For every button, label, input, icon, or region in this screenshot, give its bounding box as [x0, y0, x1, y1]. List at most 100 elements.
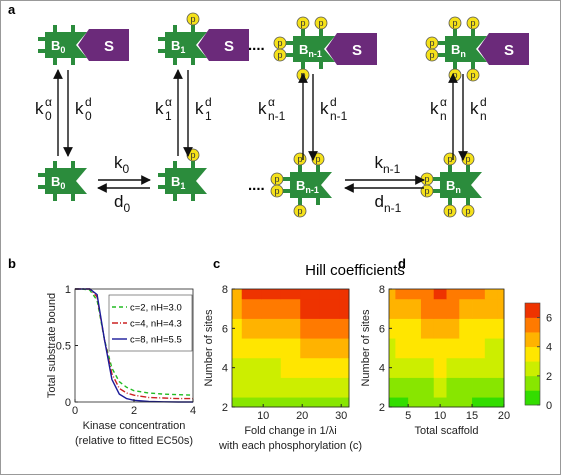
heat-cell: [339, 357, 350, 378]
kinase-block: [290, 172, 332, 198]
block-label: B0: [51, 38, 65, 55]
heat-cell: [446, 338, 460, 359]
substrate: [478, 33, 529, 65]
rate-base: k: [430, 99, 439, 118]
rate-base: k: [375, 153, 384, 172]
heat-cell: [261, 357, 282, 378]
substrate: [78, 29, 129, 61]
rate-base: k: [114, 153, 123, 172]
rate-sup: d: [85, 95, 92, 109]
block-base: B: [171, 174, 180, 189]
phosphate: [273, 48, 287, 62]
phosphate-label: p: [424, 174, 429, 184]
y-axis-label: Total substrate bound: [46, 293, 58, 398]
colorbar-tick-label: 6: [546, 313, 552, 325]
heat-cell: [497, 298, 505, 319]
heat-cell: [497, 338, 505, 359]
phosphate-label: p: [277, 50, 282, 60]
block-label: B1: [171, 174, 185, 191]
block-label: Bn-1: [296, 178, 319, 195]
y-tick-label: 2: [379, 402, 385, 414]
colorbar-tick-label: 4: [546, 342, 552, 354]
rate-base: k: [195, 99, 204, 118]
heat-cell: [280, 357, 301, 378]
heat-cell: [339, 377, 350, 398]
rate-label: k d n-1: [320, 95, 348, 123]
series-line: [75, 288, 194, 396]
phosphate-label: p: [447, 206, 452, 216]
block-base: B: [299, 42, 308, 57]
heat-cell: [420, 338, 435, 359]
heat-cell: [459, 289, 473, 300]
y-axis-label: Number of sites: [203, 309, 215, 387]
block-base: B: [51, 38, 60, 53]
y-tick-label: 8: [379, 284, 385, 296]
heat-cell: [497, 397, 505, 408]
colorbar-tick-label: 0: [546, 400, 552, 412]
heat-cell: [389, 289, 396, 300]
phosphate-label: p: [315, 154, 320, 164]
phosphate-label: p: [318, 18, 323, 28]
legend-label: c=4, nH=4.3: [130, 319, 182, 330]
colorbar-band: [525, 332, 540, 348]
rate-sup: α: [268, 95, 275, 109]
heat-cell: [300, 289, 321, 300]
rate-sub: 1: [165, 109, 172, 123]
heat-cell: [241, 357, 262, 378]
heat-cell: [459, 318, 473, 339]
block-sub: n-1: [305, 185, 319, 195]
heat-cell: [395, 397, 409, 408]
heat-cell: [459, 357, 473, 378]
heat-cell: [280, 318, 301, 339]
heat-cell: [261, 318, 282, 339]
heat-cell: [241, 298, 262, 319]
heat-cell: [433, 338, 447, 359]
heat-cell: [300, 318, 321, 339]
block-sub: n: [460, 49, 466, 59]
block-sub: 1: [180, 45, 185, 55]
heat-cell: [433, 289, 447, 300]
rate-label: kn-1: [375, 153, 401, 176]
heat-cell: [484, 318, 499, 339]
heat-cell: [459, 377, 473, 398]
heat-cell: [472, 318, 486, 339]
substrate-label: S: [504, 42, 514, 59]
x-tick-label: 5: [405, 410, 411, 422]
heat-cell: [433, 318, 447, 339]
heat-cell: [395, 357, 409, 378]
heat-cell: [472, 357, 486, 378]
heat-cell: [232, 397, 243, 408]
kinase-block: [293, 36, 335, 62]
block-label: B1: [171, 38, 185, 55]
heat-cell: [319, 318, 340, 339]
heat-cell: [395, 318, 409, 339]
phosphate-label: p: [424, 186, 429, 196]
heat-cell: [484, 357, 499, 378]
kinase-block: [440, 172, 482, 198]
y-tick-label: 2: [222, 402, 228, 414]
heat-cell: [446, 289, 460, 300]
substrate-label: S: [224, 38, 234, 55]
heat-cell: [241, 289, 262, 300]
block-sub: 0: [60, 45, 65, 55]
heat-cell: [484, 298, 499, 319]
phosphate-label: p: [470, 18, 475, 28]
heat-cell: [319, 338, 340, 359]
phosphate-label: p: [297, 206, 302, 216]
phosphate-label: p: [300, 18, 305, 28]
heat-cell: [472, 397, 486, 408]
heat-cell: [484, 397, 499, 408]
colorbar-band: [525, 390, 540, 406]
heat-cell: [484, 289, 499, 300]
heat-cell: [232, 377, 243, 398]
heat-cell: [232, 289, 243, 300]
rate-label: d0: [114, 192, 130, 215]
heat-cell: [319, 377, 340, 398]
y-tick-label: 4: [379, 363, 385, 375]
y-tick-label: 6: [222, 323, 228, 335]
y-tick-label: 0: [65, 397, 71, 409]
rate-base: d: [114, 192, 123, 211]
rate-sup: α: [45, 95, 52, 109]
